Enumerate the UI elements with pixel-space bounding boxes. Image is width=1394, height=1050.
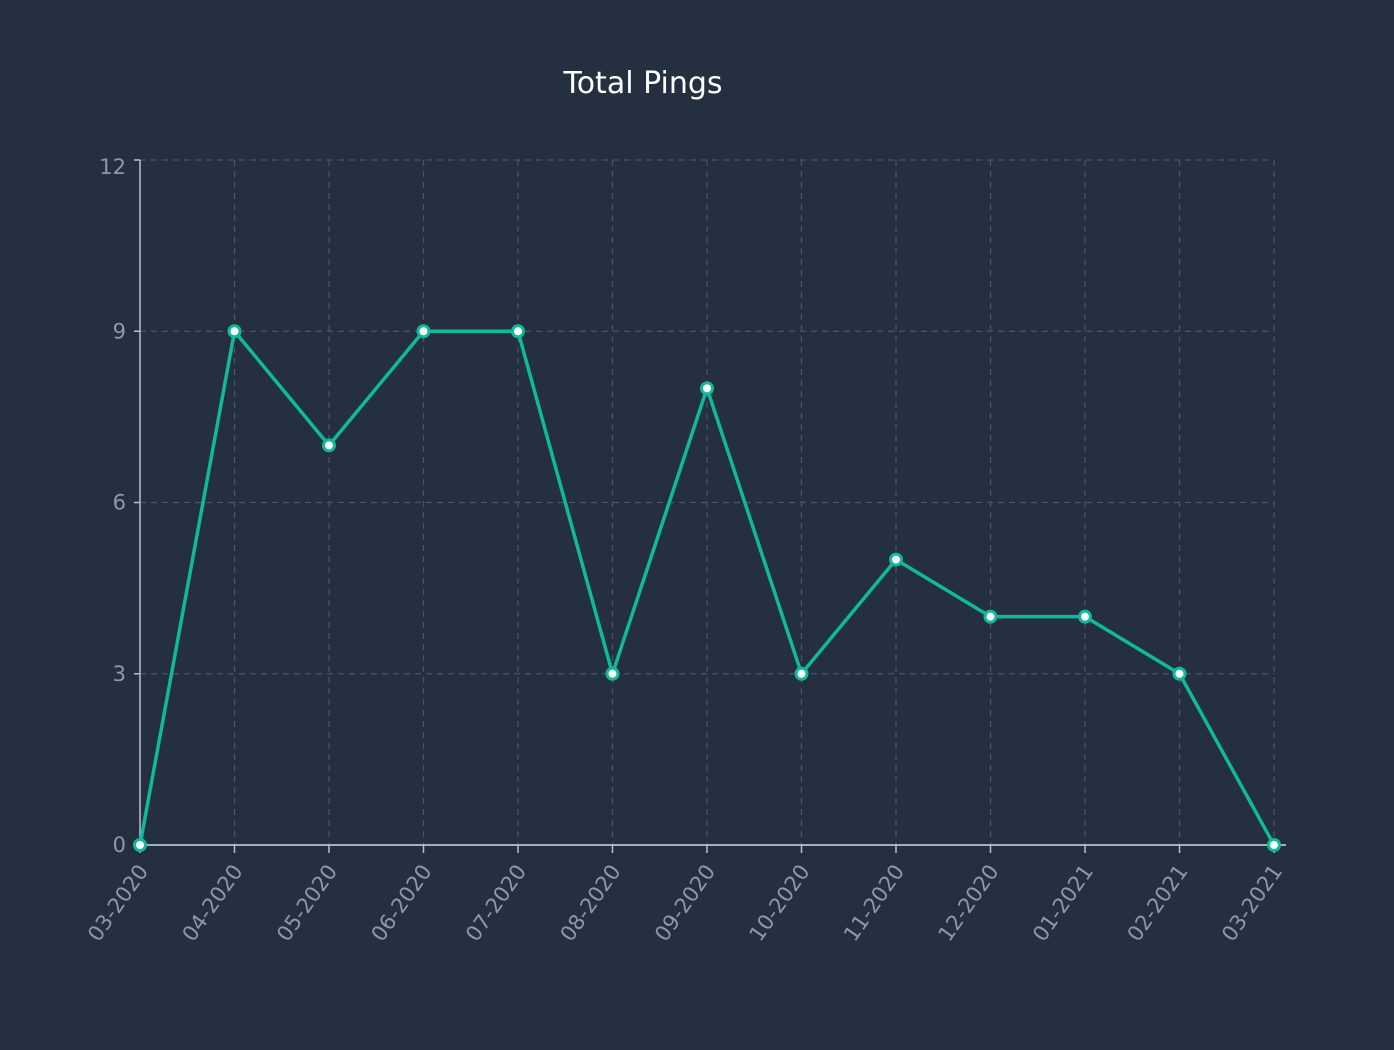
y-tick-label: 9 [113,319,126,343]
x-tick-label: 06-2020 [367,860,437,946]
data-point [700,381,714,396]
x-tick-label: 03-2021 [1217,860,1287,946]
y-tick-label: 12 [99,155,126,179]
data-point [416,324,431,339]
y-tick-label: 6 [113,491,126,515]
x-tick-label: 04-2020 [178,860,248,946]
x-tick-label: 10-2020 [745,860,815,946]
y-tick-label: 3 [113,662,126,686]
data-point [983,609,998,624]
x-tick-label: 05-2020 [272,860,342,946]
data-point [1078,609,1092,624]
data-point [889,552,903,567]
x-tick-label: 02-2021 [1123,860,1193,946]
data-point [1267,838,1281,852]
x-tick-label: 07-2020 [461,860,531,946]
series-markers [133,324,1281,852]
data-point [133,838,147,852]
x-axis-ticks: 03-2020 04-2020 05-2020 06-2020 07-2020 08-20… [83,845,1287,946]
x-tick-label: 11-2020 [839,860,909,946]
x-tick-label: 08-2020 [556,860,626,946]
x-tick-label: 09-2020 [650,860,720,946]
data-point [322,438,336,453]
data-point [794,666,809,681]
data-point [605,666,620,681]
data-point [511,324,525,339]
x-tick-label: 03-2020 [83,860,153,946]
grid-lines [140,159,1275,845]
data-point [227,324,242,339]
y-tick-label: 0 [113,833,126,857]
chart-title: Total Pings [563,66,723,101]
y-axis-ticks: 0 3 6 9 12 [99,155,140,857]
x-tick-label: 01-2021 [1028,860,1098,946]
data-point [1172,666,1187,681]
x-tick-label: 12-2020 [934,860,1004,946]
